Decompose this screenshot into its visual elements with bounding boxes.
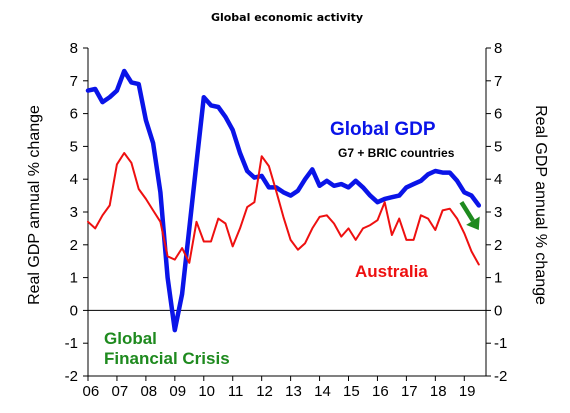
- y-tick-label-right: 1: [494, 270, 502, 287]
- series-line-global: [85, 68, 482, 333]
- chart-title: Global economic activity: [211, 11, 363, 24]
- x-tick-label: 19: [459, 383, 476, 400]
- x-tick-label: 17: [401, 383, 418, 400]
- x-tick-label: 15: [343, 383, 360, 400]
- y-tick-label-left: -1: [65, 335, 78, 352]
- x-tick-label: 09: [169, 383, 186, 400]
- x-tick-label: 08: [140, 383, 157, 400]
- australia-label: Australia: [355, 262, 428, 281]
- global-gdp-label: Global GDP: [330, 119, 436, 140]
- y-tick-label-left: 0: [70, 302, 78, 319]
- downturn-arrow: [459, 200, 480, 231]
- y-axis-label-left: Real GDP annual % change: [26, 105, 43, 305]
- axes: [87, 48, 487, 377]
- y-tick-label-left: 6: [70, 106, 78, 123]
- x-tick-label: 18: [430, 383, 447, 400]
- arrow-head: [466, 216, 480, 231]
- y-tick-label-left: 7: [70, 73, 78, 90]
- y-ticks-right: -2 -1 0 1 2 3 4 5 6 7 8: [486, 40, 507, 385]
- y-tick-label-right: 0: [494, 302, 502, 319]
- series-group: [85, 68, 482, 333]
- global-gdp-sublabel: G7 + BRIC countries: [338, 146, 455, 160]
- y-tick-label-left: 4: [70, 171, 78, 188]
- y-tick-label-right: -2: [494, 368, 507, 385]
- y-tick-label-right: -1: [494, 335, 507, 352]
- x-tick-label: 06: [83, 383, 100, 400]
- x-tick-label: 14: [314, 383, 331, 400]
- x-tick-label: 16: [372, 383, 389, 400]
- series-line-australia: [87, 152, 480, 266]
- y-axis-label-right: Real GDP annual % change: [532, 105, 549, 305]
- arrow-shaft: [459, 200, 475, 222]
- x-ticks: 06 07 08 09 10 11 12 13 14 15 16 17 18 19: [83, 376, 476, 400]
- y-tick-label-right: 2: [494, 237, 502, 254]
- y-tick-label-right: 4: [494, 171, 502, 188]
- y-tick-label-right: 7: [494, 73, 502, 90]
- y-tick-label-left: 2: [70, 237, 78, 254]
- y-tick-label-left: 8: [70, 40, 78, 57]
- y-tick-label-right: 5: [494, 138, 502, 155]
- y-ticks-left: -2 -1 0 1 2 3 4 5 6 7 8: [65, 40, 88, 385]
- y-tick-label-right: 8: [494, 40, 502, 57]
- y-tick-label-left: 3: [70, 204, 78, 221]
- y-tick-label-left: 1: [70, 270, 78, 287]
- y-tick-label-right: 3: [494, 204, 502, 221]
- y-tick-label-right: 6: [494, 106, 502, 123]
- y-tick-label-left: -2: [65, 368, 78, 385]
- gfc-label-line2: Financial Crisis: [104, 349, 230, 368]
- x-tick-label: 10: [198, 383, 215, 400]
- y-tick-label-left: 5: [70, 138, 78, 155]
- x-tick-label: 07: [111, 383, 128, 400]
- x-tick-label: 13: [285, 383, 302, 400]
- x-tick-label: 11: [228, 383, 244, 400]
- gfc-label-line1: Global: [104, 329, 157, 348]
- x-tick-label: 12: [256, 383, 273, 400]
